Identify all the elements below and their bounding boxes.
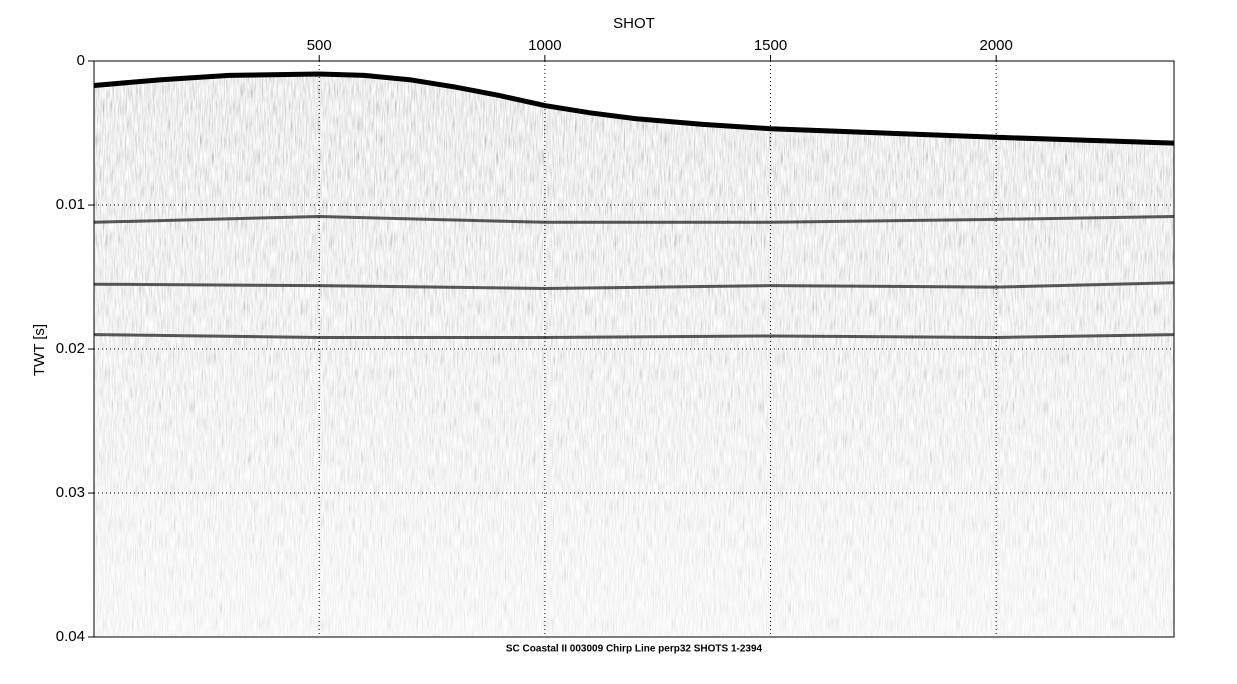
- y-tick-label: 0.01: [56, 196, 85, 213]
- y-tick-label: 0.02: [56, 340, 85, 357]
- x-tick-label: 1000: [528, 37, 561, 54]
- caption: SC Coastal II 003009 Chirp Line perp32 S…: [506, 644, 763, 655]
- reflector: [93, 214, 1175, 224]
- x-tick-label: 500: [307, 37, 332, 54]
- x-tick-label: 1500: [754, 37, 787, 54]
- reflector: [93, 281, 1175, 291]
- y-tick-label: 0: [77, 52, 85, 69]
- y-tick-label: 0.03: [56, 484, 85, 501]
- x-axis-title: SHOT: [613, 15, 655, 32]
- x-tick-label: 2000: [979, 37, 1012, 54]
- water-column: [94, 61, 1174, 144]
- reflector: [93, 333, 1175, 340]
- y-axis-title: TWT [s]: [31, 324, 48, 376]
- y-tick-label: 0.04: [56, 628, 85, 645]
